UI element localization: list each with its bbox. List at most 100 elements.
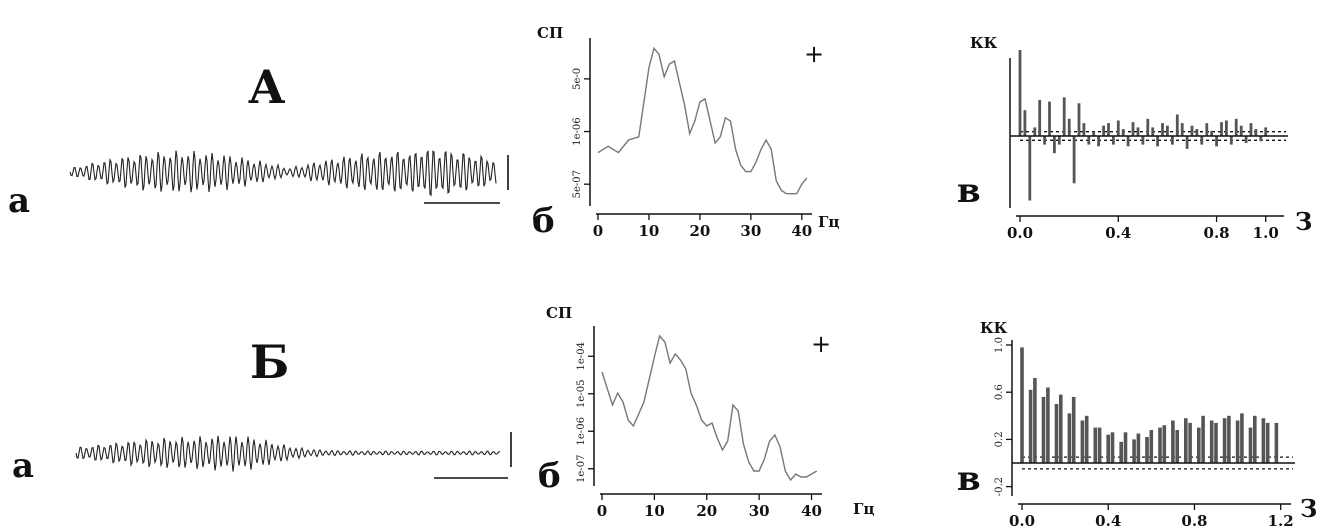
- correlation-bar: [1185, 136, 1189, 149]
- correlation-bar: [1097, 427, 1102, 463]
- y-tick-label: 1e-05: [576, 380, 587, 408]
- correlation-bar: [1136, 127, 1140, 136]
- correlation-bar: [1054, 404, 1059, 463]
- correlation-bar: [1229, 136, 1233, 145]
- correlation-bar: [1132, 439, 1136, 463]
- spectrum-b-label: б: [538, 456, 561, 496]
- correlation-bar: [1209, 420, 1214, 463]
- correlation-bar: [1175, 114, 1179, 136]
- correlation-bar: [1062, 97, 1066, 136]
- correlation-bar: [1195, 129, 1199, 136]
- y-tick-label: 1e-06: [576, 417, 587, 445]
- correlation-bar: [1028, 389, 1033, 463]
- x-tick-label: 40: [791, 222, 812, 240]
- y-tick-label: -0.2: [994, 477, 1005, 496]
- correlation-bar: [1107, 123, 1110, 136]
- correlation-bar: [1171, 420, 1175, 463]
- correlation-bar: [1205, 123, 1209, 136]
- correlation-bar: [1072, 136, 1076, 184]
- correlation-a-xlabel: З: [1295, 207, 1312, 236]
- correlation-bar: [1136, 433, 1141, 463]
- correlation-bar: [1067, 413, 1072, 463]
- y-tick-label: 0.6: [994, 384, 1005, 400]
- section-label-b: Б: [250, 335, 289, 389]
- correlation-bar: [1057, 136, 1061, 145]
- correlation-bar: [1197, 427, 1201, 463]
- correlation-bar: [1077, 103, 1081, 136]
- correlation-bar: [1253, 415, 1257, 463]
- x-tick-label: 0.8: [1181, 512, 1207, 530]
- correlation-bar: [1046, 387, 1050, 463]
- correlation-bar: [1092, 131, 1096, 136]
- eeg-label-a: а: [8, 181, 30, 221]
- correlation-bar: [1249, 123, 1253, 136]
- x-tick-label: 1.0: [1253, 224, 1279, 242]
- spectrum-plot-a: 0 10 20 30 40 5e-07 1e-06 5e-0: [572, 38, 812, 240]
- correlation-bar: [1059, 394, 1063, 463]
- correlation-bar: [1067, 118, 1071, 136]
- spectrum-line: [601, 334, 818, 482]
- spectrum-line: [597, 46, 808, 195]
- y-tick-label: 1.0: [994, 337, 1005, 353]
- correlation-bar: [1274, 422, 1279, 463]
- correlation-bar: [1166, 125, 1169, 136]
- correlation-bar: [1265, 422, 1270, 463]
- x-tick-label: 10: [644, 502, 665, 520]
- correlation-bar: [1112, 136, 1115, 145]
- x-tick-label: 0.4: [1105, 224, 1131, 242]
- correlation-a-label: в: [957, 171, 981, 211]
- correlation-bar: [1071, 396, 1076, 463]
- x-tick-label: 30: [740, 222, 761, 240]
- correlation-bar: [1043, 136, 1046, 145]
- correlation-bar: [1151, 127, 1155, 136]
- x-tick-label: 20: [689, 222, 710, 240]
- spectrum-b-ylabel: СП: [546, 304, 572, 322]
- spectrum-a-ylabel: СП: [537, 24, 563, 42]
- correlation-b-xlabel: З: [1300, 494, 1317, 523]
- eeg-trace-a: [69, 150, 509, 204]
- correlation-bar: [1023, 110, 1027, 136]
- correlation-bar: [1248, 427, 1253, 463]
- correlation-bar: [1110, 432, 1115, 463]
- spectrum-b-xlabel: Гц: [853, 500, 874, 518]
- correlation-bar: [1222, 418, 1227, 463]
- correlation-bar: [1220, 122, 1223, 136]
- correlation-bar: [1048, 101, 1051, 136]
- correlation-bar: [1254, 129, 1258, 136]
- correlation-bar: [1171, 136, 1174, 145]
- y-tick-label: 1e-07: [576, 455, 587, 483]
- correlation-bar: [1234, 118, 1238, 136]
- correlation-bar: [1084, 415, 1089, 463]
- correlation-bar: [1097, 136, 1100, 147]
- x-tick-label: 0.0: [1009, 512, 1035, 530]
- correlation-bar: [1146, 118, 1150, 136]
- correlation-bar: [1156, 136, 1159, 147]
- y-tick-label: 5e-07: [572, 170, 583, 198]
- correlation-bar: [1018, 50, 1022, 136]
- correlation-bar: [1116, 120, 1120, 136]
- correlation-bar: [1119, 441, 1123, 463]
- correlation-bar: [1200, 136, 1204, 145]
- x-tick-label: 0.8: [1204, 224, 1230, 242]
- correlation-bar: [1175, 430, 1179, 463]
- y-tick-label: 5e-0: [572, 68, 583, 90]
- eeg-label-b: а: [12, 446, 34, 486]
- x-tick-label: 0: [597, 502, 607, 520]
- correlation-bar: [1102, 125, 1105, 136]
- spectrum-a-xlabel: Гц: [818, 213, 839, 231]
- correlation-bar: [1161, 123, 1164, 136]
- correlation-bar: [1093, 427, 1098, 463]
- y-tick-label: 1e-04: [576, 342, 587, 370]
- correlation-bar: [1259, 136, 1263, 142]
- section-label-a: А: [248, 60, 286, 114]
- correlation-bar: [1261, 418, 1266, 463]
- correlation-bar: [1106, 434, 1110, 463]
- correlation-bar: [1033, 127, 1037, 136]
- spectrum-plot-b: 0 10 20 30 40 1e-07 1e-06 1e-05 1e-04: [576, 326, 822, 520]
- spectrum-a-marker: +: [804, 40, 824, 68]
- correlation-bar: [1087, 136, 1091, 145]
- correlation-bar: [1158, 427, 1162, 463]
- correlation-bar: [1080, 420, 1085, 463]
- correlation-bar: [1149, 430, 1154, 463]
- correlation-bar: [1041, 396, 1046, 463]
